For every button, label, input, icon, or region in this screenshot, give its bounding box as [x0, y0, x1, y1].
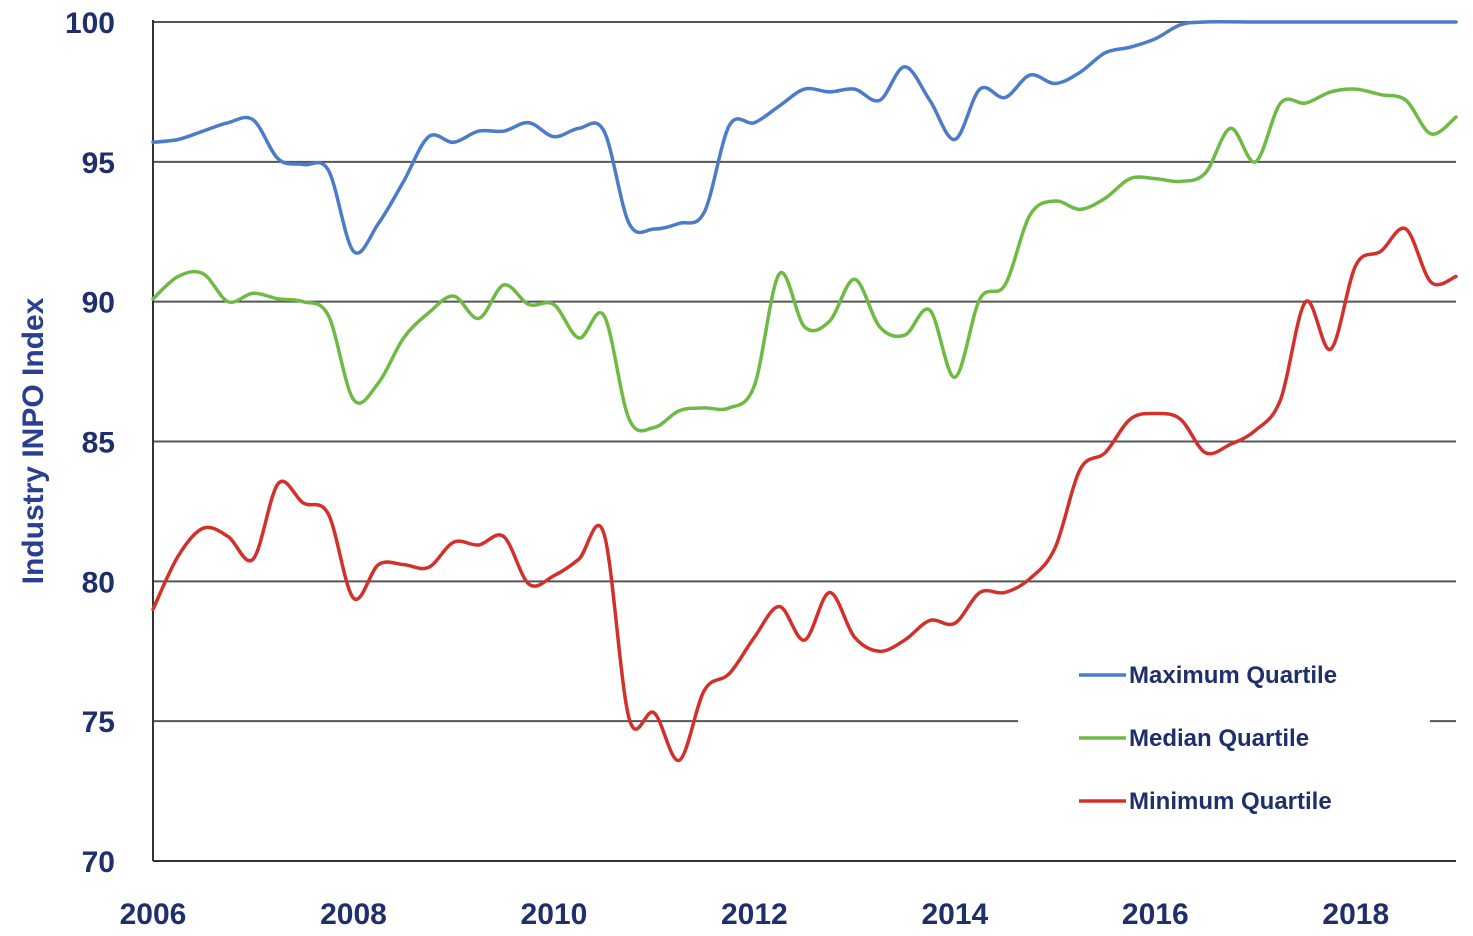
series-lines [151, 20, 1458, 763]
legend-label-median-quartile: Median Quartile [1129, 725, 1309, 752]
x-tick-label: 2014 [921, 898, 988, 931]
y-tick-label: 80 [82, 566, 115, 599]
y-axis-title: Industry INPO Index [17, 297, 50, 584]
x-tick-label: 2018 [1322, 898, 1389, 931]
y-tick-label: 95 [82, 147, 115, 180]
series-line-median-quartile [151, 87, 1458, 433]
x-tick-label: 2006 [120, 898, 187, 931]
y-tick-label: 70 [82, 846, 115, 879]
y-tick-label: 75 [82, 706, 115, 739]
x-tick-label: 2012 [721, 898, 788, 931]
axes: 70 75 80 85 90 95 100 2006 2008 2010 2012 2014 2016 2… [65, 7, 1456, 931]
gridlines [153, 21, 1456, 723]
legend-label-maximum-quartile: Maximum Quartile [1129, 662, 1337, 689]
series-line-maximum-quartile [151, 20, 1458, 255]
x-tick-label: 2016 [1122, 898, 1189, 931]
x-tick-label: 2010 [521, 898, 588, 931]
y-tick-label: 100 [65, 7, 115, 40]
legend-background [1018, 640, 1430, 830]
y-tick-label: 85 [82, 427, 115, 460]
y-tick-label: 90 [82, 287, 115, 320]
series-line-minimum-quartile [151, 226, 1458, 763]
x-tick-label: 2008 [320, 898, 387, 931]
legend: Maximum Quartile Median Quartile Minimum Q… [1018, 640, 1430, 830]
legend-label-minimum-quartile: Minimum Quartile [1129, 788, 1332, 815]
